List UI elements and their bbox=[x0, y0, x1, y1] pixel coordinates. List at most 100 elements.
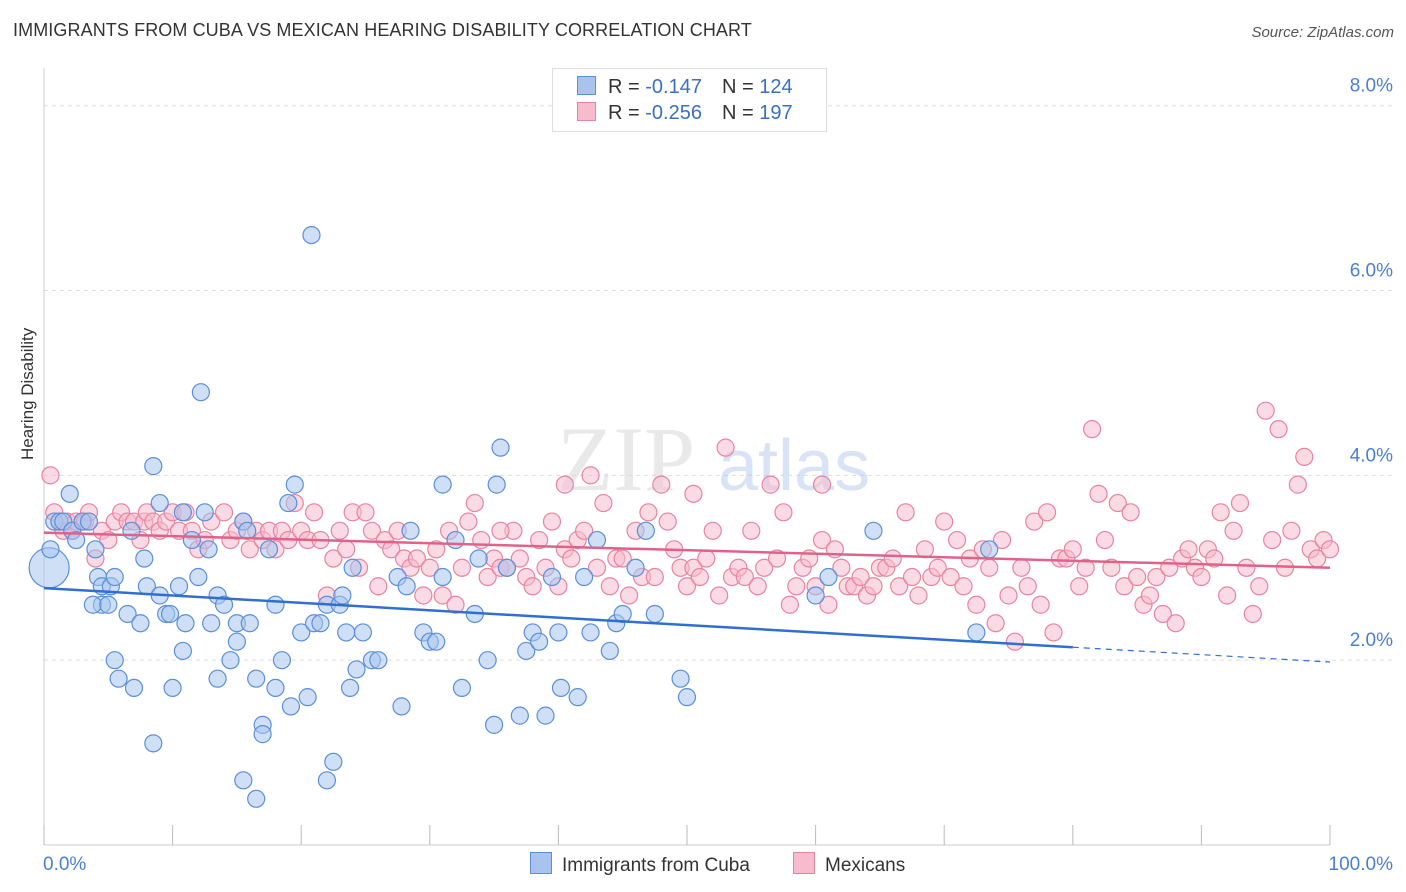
point-mexicans bbox=[999, 586, 1018, 605]
point-cuba bbox=[163, 678, 182, 698]
point-mexicans bbox=[510, 549, 529, 568]
point-mexicans bbox=[954, 577, 973, 596]
point-mexicans bbox=[1153, 604, 1172, 624]
point-cuba bbox=[347, 660, 366, 679]
point-mexicans bbox=[748, 577, 767, 596]
point-cuba bbox=[144, 457, 163, 476]
point-cuba bbox=[272, 651, 292, 670]
point-cuba bbox=[195, 503, 214, 522]
legend-swatch-cuba bbox=[577, 76, 596, 95]
bottom-legend-cuba: Immigrants from Cuba bbox=[530, 852, 750, 877]
point-mexicans bbox=[523, 577, 542, 596]
point-cuba bbox=[487, 475, 506, 494]
point-cuba bbox=[109, 669, 128, 688]
point-mexicans bbox=[735, 567, 754, 587]
point-mexicans bbox=[967, 595, 986, 614]
point-cuba bbox=[433, 475, 452, 494]
point-cuba bbox=[60, 484, 79, 503]
point-mexicans bbox=[427, 540, 446, 559]
point-cuba bbox=[281, 697, 301, 716]
point-mexicans bbox=[935, 512, 954, 531]
point-mexicans bbox=[562, 549, 581, 568]
point-mexicans bbox=[761, 475, 780, 494]
point-cuba bbox=[401, 521, 420, 540]
point-mexicans bbox=[980, 558, 999, 577]
point-cuba bbox=[626, 558, 645, 577]
point-cuba bbox=[317, 771, 337, 790]
point-mexicans bbox=[1256, 401, 1275, 420]
point-cuba bbox=[517, 641, 536, 661]
point-mexicans bbox=[1115, 577, 1134, 596]
point-cuba bbox=[549, 623, 568, 642]
point-cuba bbox=[221, 651, 240, 670]
point-cuba bbox=[575, 567, 594, 587]
point-mexicans bbox=[555, 475, 574, 494]
point-cuba bbox=[536, 706, 555, 725]
source-label: Source: ZipAtlas.com bbox=[1251, 24, 1394, 41]
point-mexicans bbox=[883, 549, 902, 568]
point-mexicans bbox=[1063, 540, 1082, 559]
point-cuba bbox=[819, 567, 838, 587]
point-cuba bbox=[279, 493, 298, 513]
point-mexicans bbox=[1082, 420, 1102, 439]
point-mexicans bbox=[1166, 614, 1185, 633]
point-mexicans bbox=[812, 530, 832, 550]
point-mexicans bbox=[1005, 632, 1025, 651]
point-mexicans bbox=[645, 567, 664, 587]
point-mexicans bbox=[542, 512, 562, 531]
point-mexicans bbox=[677, 577, 697, 596]
point-cuba bbox=[530, 632, 549, 651]
point-cuba bbox=[86, 540, 105, 559]
point-cuba bbox=[99, 595, 118, 614]
legend-r-value-cuba: -0.147 bbox=[645, 76, 702, 98]
legend-row-cuba: R = -0.147 N = 124 bbox=[577, 76, 793, 102]
point-cuba bbox=[199, 540, 218, 559]
point-mexicans bbox=[369, 577, 388, 596]
point-cuba bbox=[677, 688, 697, 707]
point-mexicans bbox=[1320, 540, 1340, 559]
point-mexicans bbox=[1263, 530, 1282, 550]
point-mexicans bbox=[902, 567, 922, 587]
series-cuba bbox=[28, 225, 999, 808]
bottom-legend-swatch-mexicans bbox=[793, 852, 815, 874]
point-mexicans bbox=[1108, 493, 1127, 513]
point-cuba bbox=[587, 530, 607, 550]
point-mexicans bbox=[1070, 577, 1089, 596]
point-cuba bbox=[83, 595, 102, 614]
point-mexicans bbox=[491, 521, 510, 540]
point-mexicans bbox=[613, 549, 632, 568]
point-mexicans bbox=[575, 521, 594, 540]
point-cuba bbox=[234, 771, 253, 790]
point-mexicans bbox=[710, 586, 729, 605]
point-mexicans bbox=[433, 586, 452, 605]
y-tick-label: 6.0% bbox=[1350, 261, 1393, 282]
point-mexicans bbox=[620, 586, 639, 605]
point-mexicans bbox=[1250, 577, 1269, 596]
point-cuba bbox=[259, 540, 279, 559]
chart-title: IMMIGRANTS FROM CUBA VS MEXICAN HEARING … bbox=[13, 20, 752, 40]
point-mexicans bbox=[382, 540, 401, 559]
point-cuba bbox=[864, 521, 883, 540]
point-cuba bbox=[542, 567, 562, 587]
point-cuba bbox=[392, 697, 411, 716]
point-mexicans bbox=[1147, 567, 1166, 587]
point-mexicans bbox=[99, 530, 118, 550]
point-mexicans bbox=[755, 558, 774, 577]
point-cuba bbox=[636, 521, 655, 540]
point-mexicans bbox=[304, 503, 324, 522]
point-mexicans bbox=[941, 567, 960, 587]
bottom-legend-label-cuba: Immigrants from Cuba bbox=[562, 855, 750, 876]
point-cuba bbox=[485, 715, 504, 734]
point-mexicans bbox=[1140, 586, 1160, 605]
point-mexicans bbox=[1243, 604, 1262, 624]
point-cuba bbox=[173, 503, 192, 522]
point-mexicans bbox=[986, 614, 1005, 633]
point-mexicans bbox=[767, 549, 787, 568]
point-mexicans bbox=[414, 586, 433, 605]
point-mexicans bbox=[337, 540, 356, 559]
point-mexicans bbox=[356, 503, 375, 522]
point-cuba bbox=[266, 678, 285, 698]
y-tick-label: 8.0% bbox=[1350, 76, 1393, 97]
point-cuba bbox=[446, 530, 465, 550]
